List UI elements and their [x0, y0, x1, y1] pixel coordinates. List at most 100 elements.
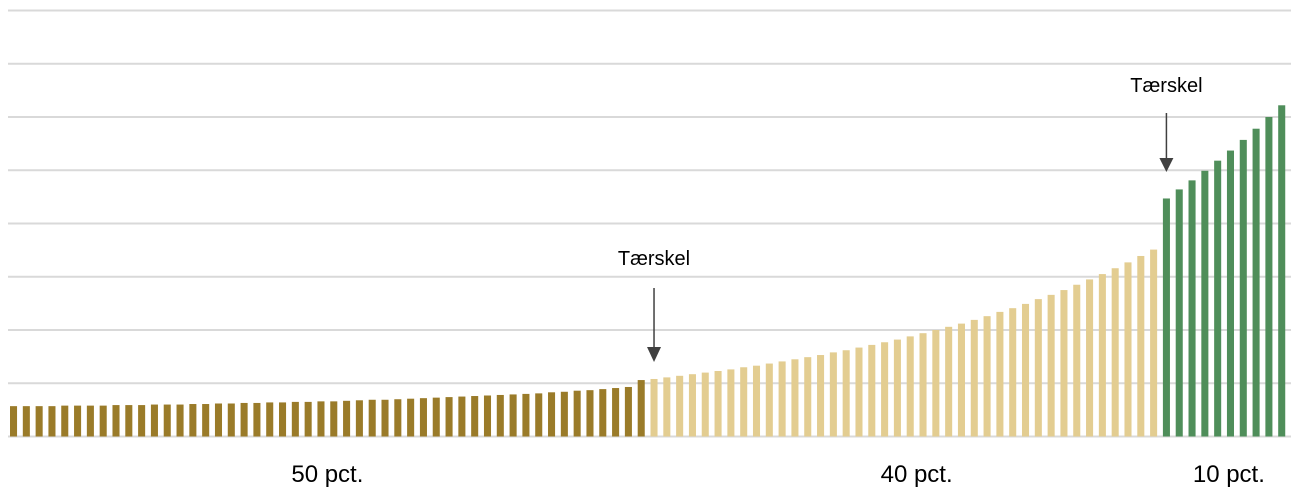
group-label-2: 40 pct. [881, 461, 953, 488]
threshold-label: Tærskel [618, 248, 690, 270]
bar-3 [35, 406, 43, 437]
bar-17 [214, 403, 223, 437]
bar-34 [432, 397, 440, 437]
bar-38 [483, 395, 492, 437]
threshold-arrow-head [1159, 158, 1174, 172]
bar-14 [176, 404, 184, 437]
bar-28 [355, 400, 363, 437]
bar-60 [765, 363, 773, 437]
bar-99 [1265, 117, 1273, 437]
bar-51 [650, 378, 658, 437]
bar-54 [688, 374, 696, 437]
bar-7 [86, 405, 94, 437]
threshold-label: Tærskel [1130, 75, 1202, 97]
bar-48 [612, 388, 620, 437]
bar-49 [624, 386, 632, 437]
threshold-arrow-head [647, 347, 662, 362]
bar-59 [752, 365, 761, 437]
bar-37 [471, 396, 479, 437]
bar-31 [394, 399, 402, 437]
bar-46 [586, 390, 594, 437]
bar-55 [701, 372, 709, 437]
bar-24 [304, 401, 312, 437]
bar-45 [573, 390, 581, 437]
bar-29 [368, 399, 376, 437]
bar-35 [445, 397, 453, 437]
bar-78 [996, 311, 1004, 437]
bar-8 [99, 405, 107, 437]
bar-25 [317, 401, 325, 437]
bar-74 [945, 326, 953, 437]
bar-53 [676, 375, 684, 437]
bar-95 [1214, 160, 1222, 437]
bar-19 [240, 402, 248, 437]
bar-2 [22, 406, 30, 437]
bar-79 [1009, 308, 1017, 437]
bar-39 [496, 394, 504, 437]
bar-40 [509, 394, 517, 437]
bar-87 [1111, 268, 1119, 437]
bar-68 [868, 344, 876, 437]
bar-52 [663, 377, 671, 437]
bar-62 [791, 359, 799, 437]
bar-93 [1188, 180, 1196, 437]
group-label-1: 50 pct. [291, 461, 363, 488]
bar-6 [74, 405, 82, 437]
bar-72 [919, 333, 927, 437]
bar-83 [1060, 290, 1068, 437]
bar-12 [150, 404, 158, 437]
bar-94 [1201, 170, 1209, 437]
bar-41 [522, 393, 530, 437]
bar-61 [778, 361, 786, 437]
bar-50 [637, 380, 645, 437]
bar-4 [48, 406, 56, 437]
bar-81 [1034, 299, 1042, 437]
bar-70 [893, 339, 901, 437]
bar-89 [1137, 255, 1145, 437]
bar-36 [458, 396, 466, 437]
bar-73 [932, 330, 940, 437]
bar-42 [535, 393, 543, 437]
bar-23 [291, 401, 299, 437]
bar-56 [714, 371, 722, 437]
bar-64 [817, 355, 825, 437]
bar-44 [560, 391, 568, 437]
bar-11 [138, 405, 146, 437]
bar-15 [189, 404, 197, 437]
bar-91 [1162, 198, 1170, 437]
group-label-3: 10 pct. [1193, 461, 1265, 488]
bar-5 [61, 405, 69, 437]
bar-33 [419, 398, 427, 437]
threshold-annotations: Tærskel Tærskel [618, 75, 1203, 362]
bar-63 [804, 357, 812, 437]
bar-67 [855, 347, 863, 437]
bar-88 [1124, 262, 1132, 437]
bar-16 [202, 404, 210, 437]
bar-82 [1047, 294, 1055, 437]
bars [10, 105, 1286, 437]
bar-27 [343, 400, 351, 437]
bar-90 [1150, 249, 1158, 437]
bar-10 [125, 405, 133, 437]
bar-84 [1073, 284, 1081, 437]
bar-43 [548, 392, 556, 437]
bar-85 [1086, 279, 1094, 437]
bar-98 [1252, 128, 1260, 437]
bar-65 [829, 352, 837, 437]
bar-47 [599, 389, 607, 437]
bar-71 [906, 336, 914, 437]
bar-1 [10, 406, 18, 437]
bar-75 [957, 323, 965, 437]
bar-97 [1239, 139, 1247, 437]
bar-26 [330, 401, 338, 437]
bar-9 [112, 405, 120, 437]
bar-92 [1175, 189, 1183, 437]
bar-86 [1098, 274, 1106, 437]
bar-58 [740, 367, 748, 437]
bar-21 [266, 402, 274, 437]
bar-96 [1226, 150, 1234, 437]
bar-80 [1021, 303, 1030, 437]
bar-77 [983, 316, 991, 437]
bar-32 [407, 398, 415, 437]
